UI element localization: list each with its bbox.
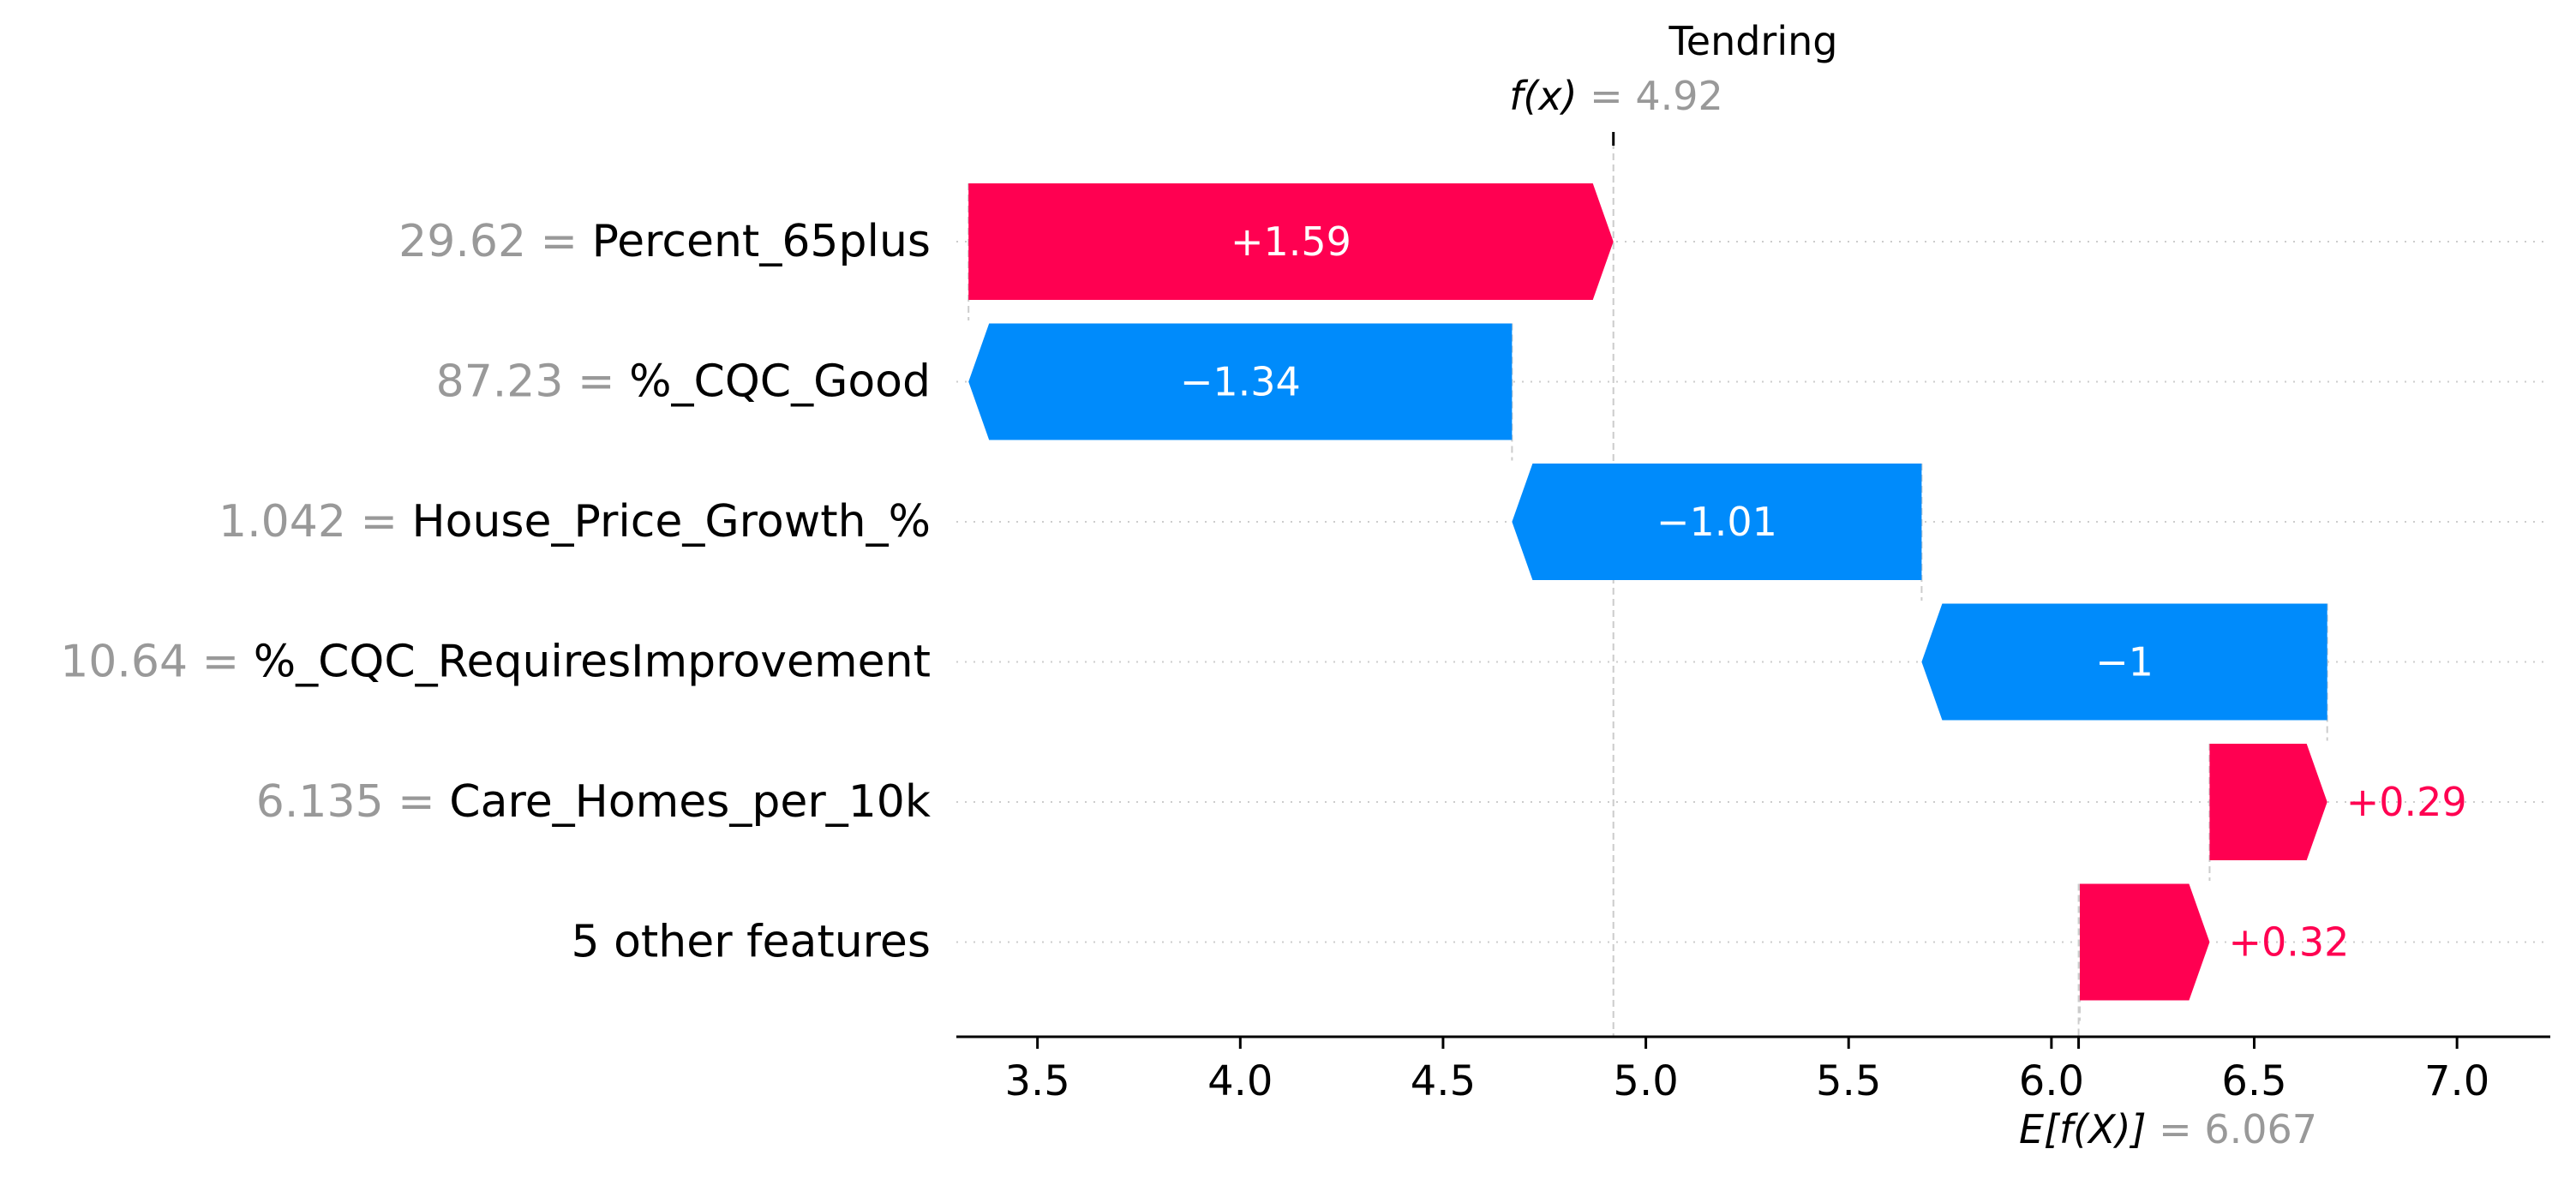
x-tick-label: 7.0 xyxy=(2424,1057,2489,1105)
feature-label: 1.042 = House_Price_Growth_% xyxy=(219,496,931,548)
x-tick-label: 6.5 xyxy=(2221,1057,2286,1105)
bar-percent-65plus xyxy=(968,183,1614,300)
feature-name: %_CQC_Good xyxy=(629,356,931,408)
bar-care-homes-per-10k xyxy=(2209,744,2327,860)
feature-label: 87.23 = %_CQC_Good xyxy=(436,356,931,408)
bar-house-price-growth- xyxy=(1512,464,1922,580)
fx-value: 4.92 xyxy=(1635,73,1722,119)
feature-name: Care_Homes_per_10k xyxy=(449,776,931,828)
feature-label: 5 other features xyxy=(571,917,931,968)
x-axis: 3.5 4.0 4.5 5.0 5.5 6.0 6.5 7.0 xyxy=(956,1035,2550,1105)
chart-title: Tendring xyxy=(1668,18,1838,64)
shap-value-label: −1 xyxy=(2095,639,2154,685)
x-tick-label: 5.0 xyxy=(1613,1057,1678,1105)
x-tick-label: 4.0 xyxy=(1207,1057,1273,1105)
labels-layer: +1.59 29.62 = Percent_65plus −1.34 87.23 = … xyxy=(60,216,2466,968)
feature-label: 10.64 = %_CQC_RequiresImprovement xyxy=(60,637,931,688)
feature-value: 87.23 = xyxy=(436,356,630,408)
x-tick-label: 6.0 xyxy=(2019,1057,2084,1105)
feature-name: %_CQC_RequiresImprovement xyxy=(254,637,931,688)
fx-label: f(x) xyxy=(1509,73,1577,119)
feature-value: 10.64 = xyxy=(60,637,254,688)
bar-5-other-features xyxy=(2079,883,2210,1001)
fx-annotation: f(x) = 4.92 xyxy=(1509,73,1723,119)
feature-value: 1.042 = xyxy=(219,496,412,548)
bar--cqc-good xyxy=(968,323,1513,440)
shap-value-label: +1.59 xyxy=(1231,218,1351,265)
ex-label: E[f(X)] xyxy=(2019,1106,2147,1152)
feature-value: 29.62 = xyxy=(398,216,592,267)
ex-annotation: E[f(X)] = 6.067 xyxy=(2019,1106,2317,1152)
bars-layer xyxy=(968,183,2327,1001)
feature-name: Percent_65plus xyxy=(592,216,931,267)
feature-name: House_Price_Growth_% xyxy=(412,496,931,548)
x-tick-label: 3.5 xyxy=(1004,1057,1069,1105)
bar--cqc-requiresimprovement xyxy=(1921,603,2327,721)
shap-value-label: −1.01 xyxy=(1656,499,1777,545)
shap-value-label: +0.32 xyxy=(2228,919,2349,966)
x-tick-label: 4.5 xyxy=(1411,1057,1476,1105)
shap-value-label: +0.29 xyxy=(2346,779,2467,825)
feature-value: 6.135 = xyxy=(256,776,450,828)
feature-label: 6.135 = Care_Homes_per_10k xyxy=(256,776,931,828)
x-tick-label: 5.5 xyxy=(1816,1057,1881,1105)
ex-value: 6.067 xyxy=(2204,1106,2317,1152)
shap-value-label: −1.34 xyxy=(1180,359,1301,405)
fx-equals: = xyxy=(1578,73,1636,119)
ex-equals: = xyxy=(2147,1106,2205,1152)
feature-name: 5 other features xyxy=(571,917,931,968)
feature-label: 29.62 = Percent_65plus xyxy=(398,216,931,267)
